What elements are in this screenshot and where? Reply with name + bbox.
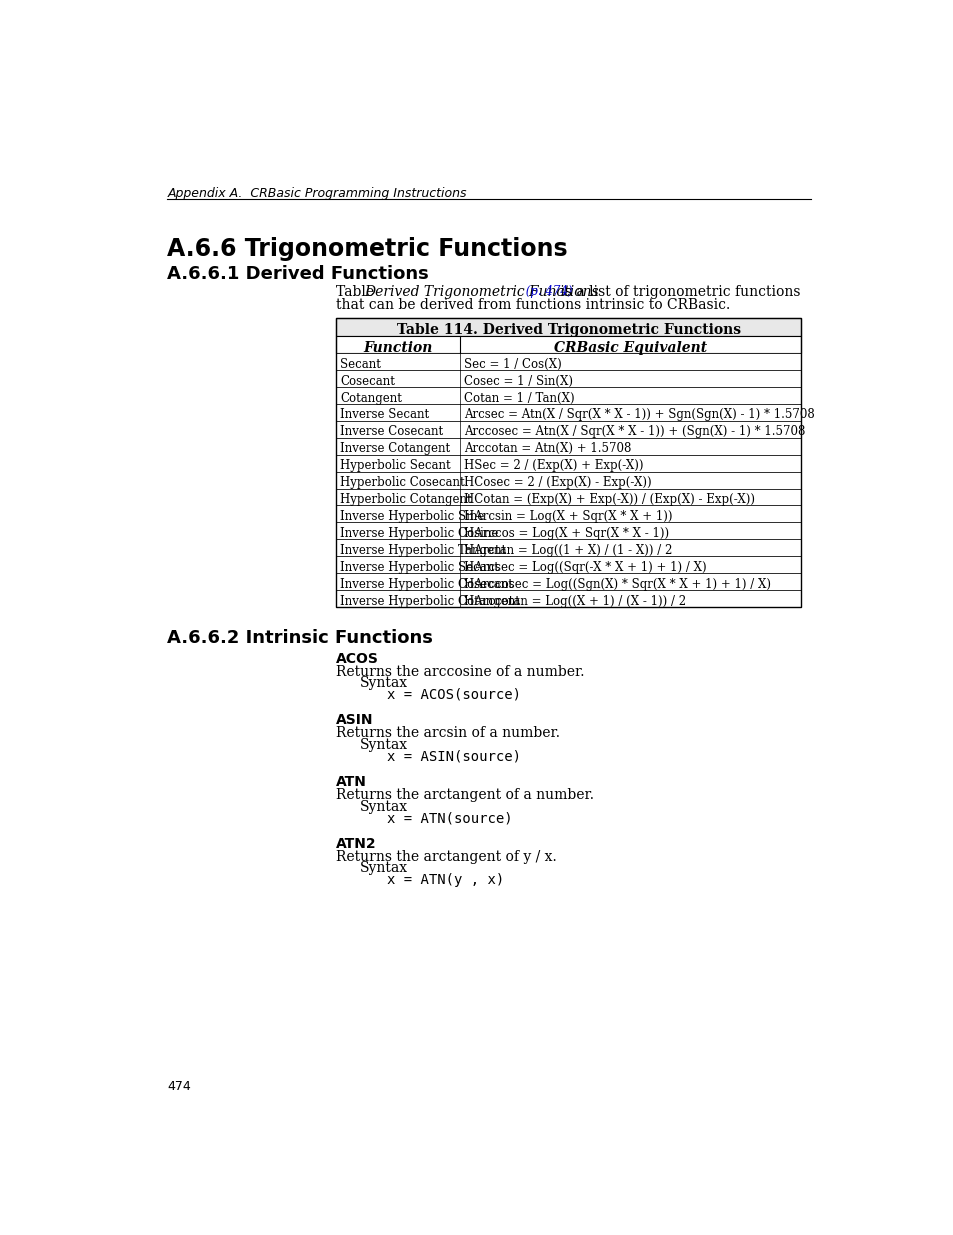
- Text: HArcsec = Log((Sqr(-X * X + 1) + 1) / X): HArcsec = Log((Sqr(-X * X + 1) + 1) / X): [464, 561, 706, 574]
- Text: Inverse Hyperbolic Sine: Inverse Hyperbolic Sine: [340, 510, 484, 524]
- Bar: [335, 317, 801, 608]
- Text: Returns the arctangent of y / x.: Returns the arctangent of y / x.: [335, 850, 557, 863]
- Bar: [335, 540, 801, 556]
- Bar: [335, 472, 801, 489]
- Text: Returns the arcsin of a number.: Returns the arcsin of a number.: [335, 726, 559, 741]
- Text: HCotan = (Exp(X) + Exp(-X)) / (Exp(X) - Exp(-X)): HCotan = (Exp(X) + Exp(-X)) / (Exp(X) - …: [464, 493, 755, 506]
- Text: HArcsin = Log(X + Sqr(X * X + 1)): HArcsin = Log(X + Sqr(X * X + 1)): [464, 510, 672, 524]
- Text: Returns the arccosine of a number.: Returns the arccosine of a number.: [335, 664, 584, 679]
- Text: 474: 474: [167, 1079, 191, 1093]
- Text: Inverse Hyperbolic Cosecant: Inverse Hyperbolic Cosecant: [340, 578, 513, 590]
- Text: Cosecant: Cosecant: [340, 374, 395, 388]
- Text: A.6.6.2 Intrinsic Functions: A.6.6.2 Intrinsic Functions: [167, 629, 433, 647]
- Text: Hyperbolic Secant: Hyperbolic Secant: [340, 459, 450, 472]
- Text: Inverse Hyperbolic Cotangent: Inverse Hyperbolic Cotangent: [340, 595, 519, 608]
- Text: HArccos = Log(X + Sqr(X * X - 1)): HArccos = Log(X + Sqr(X * X - 1)): [464, 527, 669, 540]
- Text: ATN2: ATN2: [335, 836, 376, 851]
- Text: Returns the arctangent of a number.: Returns the arctangent of a number.: [335, 788, 594, 802]
- Text: Arccosec = Atn(X / Sqr(X * X - 1)) + (Sgn(X) - 1) * 1.5708: Arccosec = Atn(X / Sqr(X * X - 1)) + (Sg…: [464, 425, 804, 438]
- Bar: [335, 317, 801, 336]
- Bar: [335, 590, 801, 608]
- Text: HCosec = 2 / (Exp(X) - Exp(-X)): HCosec = 2 / (Exp(X) - Exp(-X)): [464, 477, 651, 489]
- Text: Hyperbolic Cotangent: Hyperbolic Cotangent: [340, 493, 471, 506]
- Text: Syntax: Syntax: [359, 799, 407, 814]
- Bar: [335, 573, 801, 590]
- Bar: [335, 454, 801, 472]
- Text: A.6.6 Trigonometric Functions: A.6.6 Trigonometric Functions: [167, 237, 567, 261]
- Bar: [335, 522, 801, 540]
- Bar: [335, 404, 801, 421]
- Text: is a list of trigonometric functions: is a list of trigonometric functions: [555, 285, 800, 299]
- Text: HSec = 2 / (Exp(X) + Exp(-X)): HSec = 2 / (Exp(X) + Exp(-X)): [464, 459, 643, 472]
- Text: HArctan = Log((1 + X) / (1 - X)) / 2: HArctan = Log((1 + X) / (1 - X)) / 2: [464, 543, 672, 557]
- Text: ASIN: ASIN: [335, 714, 374, 727]
- Text: Cosec = 1 / Sin(X): Cosec = 1 / Sin(X): [464, 374, 573, 388]
- Bar: [335, 437, 801, 454]
- Text: Function: Function: [363, 341, 433, 354]
- Bar: [335, 387, 801, 404]
- Text: CRBasic Equivalent: CRBasic Equivalent: [554, 341, 706, 354]
- Text: Inverse Secant: Inverse Secant: [340, 409, 429, 421]
- Text: x = ATN(source): x = ATN(source): [386, 811, 512, 825]
- Text: Syntax: Syntax: [359, 677, 407, 690]
- Text: Appendix A.  CRBasic Programming Instructions: Appendix A. CRBasic Programming Instruct…: [167, 186, 466, 200]
- Text: HArccosec = Log((Sgn(X) * Sqr(X * X + 1) + 1) / X): HArccosec = Log((Sgn(X) * Sqr(X * X + 1)…: [464, 578, 770, 590]
- Text: x = ACOS(source): x = ACOS(source): [386, 688, 520, 701]
- Text: x = ASIN(source): x = ASIN(source): [386, 750, 520, 763]
- Text: Arccotan = Atn(X) + 1.5708: Arccotan = Atn(X) + 1.5708: [464, 442, 631, 456]
- Text: Syntax: Syntax: [359, 739, 407, 752]
- Bar: [335, 556, 801, 573]
- Text: Cotan = 1 / Tan(X): Cotan = 1 / Tan(X): [464, 391, 574, 405]
- Text: Inverse Cosecant: Inverse Cosecant: [340, 425, 443, 438]
- Text: Inverse Cotangent: Inverse Cotangent: [340, 442, 450, 456]
- Text: ATN: ATN: [335, 776, 367, 789]
- Text: (p. 474): (p. 474): [521, 285, 572, 299]
- Bar: [335, 505, 801, 522]
- Bar: [335, 353, 801, 370]
- Text: Syntax: Syntax: [359, 861, 407, 876]
- Text: A.6.6.1 Derived Functions: A.6.6.1 Derived Functions: [167, 266, 429, 283]
- Bar: [335, 370, 801, 387]
- Text: Secant: Secant: [340, 358, 380, 370]
- Text: Derived Trigonometric Functions: Derived Trigonometric Functions: [364, 285, 598, 299]
- Text: Inverse Hyperbolic Secant: Inverse Hyperbolic Secant: [340, 561, 498, 574]
- Text: Table: Table: [335, 285, 378, 299]
- Text: x = ATN(y , x): x = ATN(y , x): [386, 873, 503, 887]
- Bar: [335, 489, 801, 505]
- Text: Inverse Hyperbolic Tangent: Inverse Hyperbolic Tangent: [340, 543, 506, 557]
- Text: Table 114. Derived Trigonometric Functions: Table 114. Derived Trigonometric Functio…: [396, 324, 740, 337]
- Text: Arcsec = Atn(X / Sqr(X * X - 1)) + Sgn(Sgn(X) - 1) * 1.5708: Arcsec = Atn(X / Sqr(X * X - 1)) + Sgn(S…: [464, 409, 814, 421]
- Text: Sec = 1 / Cos(X): Sec = 1 / Cos(X): [464, 358, 561, 370]
- Text: Hyperbolic Cosecant: Hyperbolic Cosecant: [340, 477, 464, 489]
- Text: that can be derived from functions intrinsic to CRBasic.: that can be derived from functions intri…: [335, 298, 730, 311]
- Text: Inverse Hyperbolic Cosine: Inverse Hyperbolic Cosine: [340, 527, 498, 540]
- Text: HArccotan = Log((X + 1) / (X - 1)) / 2: HArccotan = Log((X + 1) / (X - 1)) / 2: [464, 595, 685, 608]
- Bar: [335, 421, 801, 437]
- Text: ACOS: ACOS: [335, 652, 378, 666]
- Text: Cotangent: Cotangent: [340, 391, 401, 405]
- Bar: [335, 336, 801, 353]
